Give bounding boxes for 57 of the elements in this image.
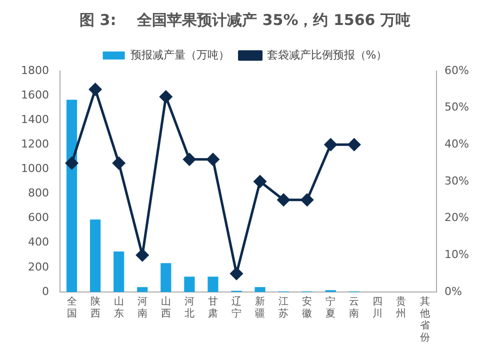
bar	[90, 220, 101, 292]
x-tick-label: 山东	[114, 296, 124, 320]
x-tick-label: 甘肃	[208, 296, 218, 320]
y-tick-label: 200	[28, 260, 49, 274]
x-tick-label: 江苏	[278, 296, 289, 320]
point	[183, 153, 196, 166]
point	[66, 156, 78, 170]
point	[348, 138, 360, 151]
point	[324, 138, 337, 151]
y-tick-label: 1600	[20, 88, 49, 102]
point	[254, 175, 266, 188]
point	[160, 90, 172, 104]
point	[230, 267, 243, 280]
bar	[160, 263, 172, 292]
x-tick-label: 其他省份	[420, 296, 430, 344]
y-tick-label: 1400	[20, 112, 49, 126]
bar	[254, 287, 266, 292]
x-tick-label: 河南	[137, 296, 148, 320]
bar	[66, 100, 78, 292]
y2-tick-label: 50%	[444, 100, 470, 114]
point	[112, 156, 126, 170]
x-tick-label: 四川	[372, 296, 383, 320]
x-tick-label: 宁夏	[326, 296, 336, 320]
x-tick-label: 河北	[184, 296, 194, 320]
bar	[184, 276, 195, 292]
point	[89, 83, 102, 96]
point	[300, 194, 314, 206]
x-tick-label: 新疆	[255, 296, 266, 320]
x-tick-label: 陕西	[90, 296, 100, 320]
bar	[137, 287, 148, 292]
y-tick-label: 600	[28, 211, 49, 224]
y2-tick-label: 40%	[444, 138, 470, 151]
y-tick-label: 1200	[20, 138, 49, 151]
point	[136, 248, 149, 262]
y2-tick-label: 10%	[444, 248, 470, 262]
point	[206, 153, 220, 166]
y2-tick-label: 60%	[444, 64, 470, 77]
legend-label: 套袋减产比例预报（%）	[266, 48, 388, 62]
y2-tick-label: 30%	[444, 174, 470, 188]
bar	[114, 251, 124, 292]
x-tick-label: 山西	[160, 296, 171, 320]
chart-title: 图 3: 全国苹果预计减产 35%，约 1566 万吨	[80, 10, 410, 29]
x-tick-label: 辽宁	[232, 296, 242, 320]
y-tick-label: 1000	[20, 162, 49, 176]
legend-label: 预报减产量（万吨）	[130, 48, 230, 62]
y2-tick-label: 20%	[444, 211, 470, 224]
y-tick-label: 0	[42, 284, 49, 298]
y2-tick-label: 0%	[444, 284, 462, 298]
point	[277, 194, 290, 206]
y-tick-label: 1800	[20, 64, 49, 77]
x-tick-label: 贵州	[396, 296, 406, 320]
bar	[208, 276, 218, 292]
x-tick-label: 安徽	[302, 296, 312, 320]
y-tick-label: 400	[28, 236, 49, 249]
x-tick-label: 云南	[349, 296, 360, 320]
y-tick-label: 800	[28, 186, 49, 200]
x-tick-label: 全国	[66, 296, 77, 320]
